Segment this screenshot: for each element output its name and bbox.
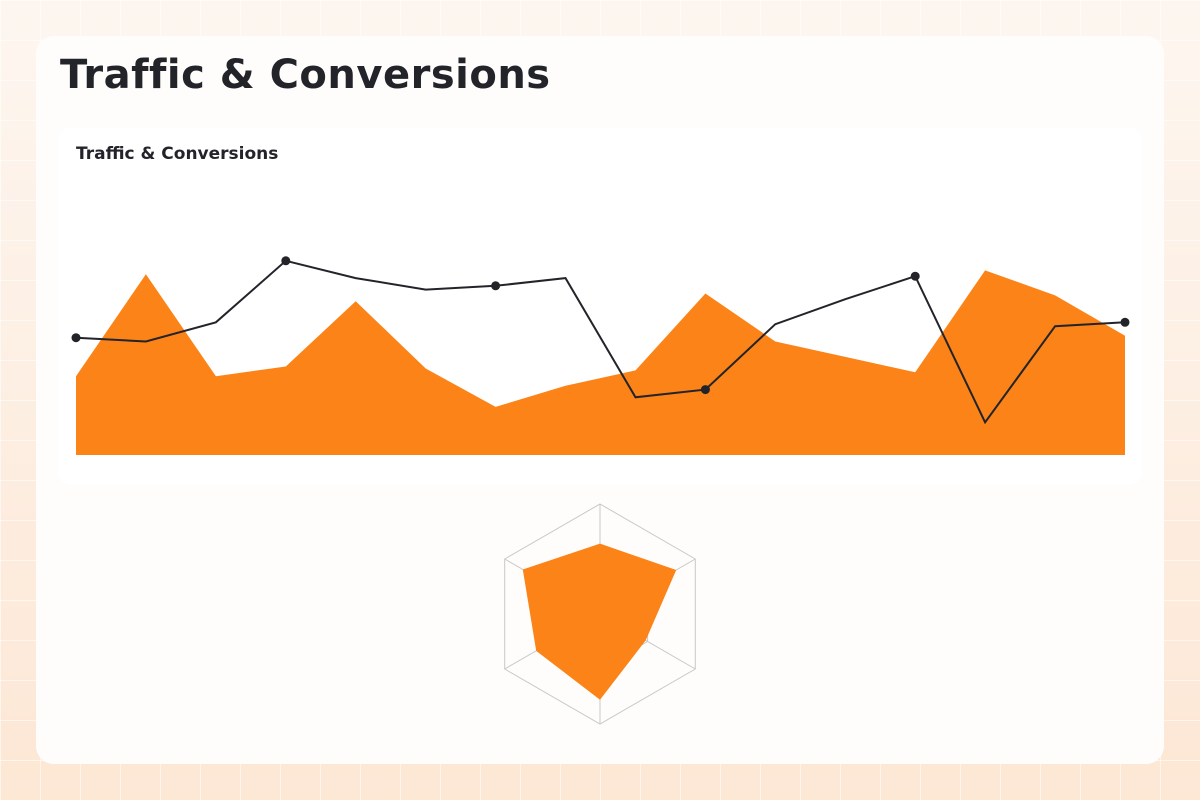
conversions-point [1120, 317, 1130, 327]
conversions-point [491, 281, 501, 291]
traffic-area [76, 270, 1125, 455]
conversions-line [75, 259, 1126, 425]
page-title: Traffic & Conversions [60, 52, 551, 98]
radar-series [522, 543, 677, 700]
conversions-point [910, 271, 920, 281]
conversions-point [71, 333, 81, 343]
conversions-point [281, 256, 291, 266]
chart-title: Traffic & Conversions [76, 144, 279, 164]
conversions-point [700, 385, 710, 395]
